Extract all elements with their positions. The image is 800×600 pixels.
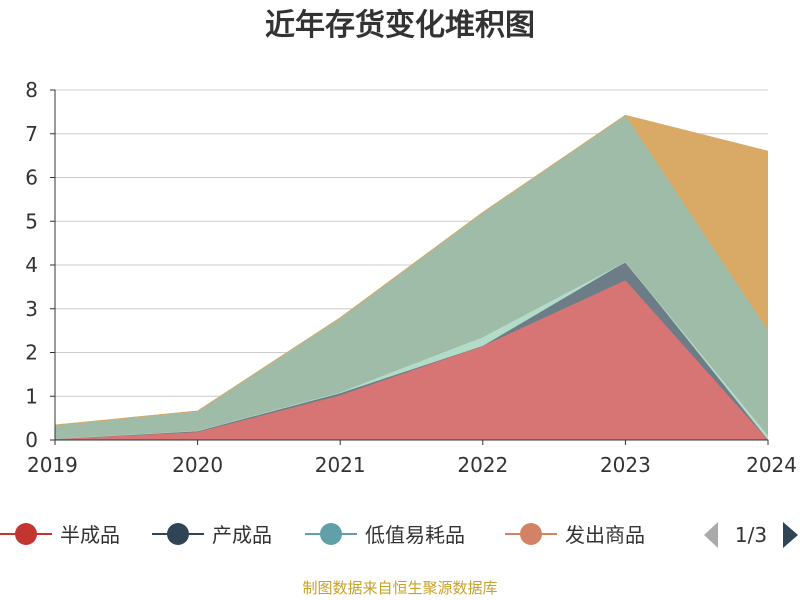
- y-tick-label: 3: [25, 297, 38, 321]
- legend-item[interactable]: 产成品: [152, 523, 272, 547]
- x-tick-label: 2022: [457, 453, 508, 477]
- legend-pager: 1/3: [704, 522, 798, 548]
- y-tick-label: 8: [25, 78, 38, 102]
- area-series-group: [54, 114, 769, 441]
- axes: [50, 89, 769, 445]
- legend-circle-marker: [15, 523, 37, 545]
- data-source-note: 制图数据来自恒生聚源数据库: [302, 579, 498, 597]
- x-tick-labels: 2019 2020 2021 2022 2023 2024: [27, 453, 797, 477]
- legend-circle-marker: [520, 523, 542, 545]
- y-tick-label: 7: [25, 122, 38, 146]
- legend-label: 产成品: [212, 523, 272, 547]
- x-tick-label: 2023: [600, 453, 651, 477]
- legend-item[interactable]: 半成品: [0, 523, 120, 547]
- y-tick-label: 0: [25, 428, 38, 452]
- x-tick-label: 2021: [315, 453, 366, 477]
- area-series-5: [55, 115, 768, 426]
- chart-title: 近年存货变化堆积图: [265, 8, 535, 43]
- area-series-4: [55, 115, 768, 439]
- y-tick-label: 2: [25, 341, 38, 365]
- y-tick-labels: 0 1 2 3 4 5 6 7 8: [25, 78, 38, 452]
- x-tick-label: 2019: [27, 453, 78, 477]
- legend-prev-arrow-icon[interactable]: [704, 522, 718, 548]
- y-tick-label: 6: [25, 166, 38, 190]
- y-tick-label: 4: [25, 253, 38, 277]
- legend-label: 低值易耗品: [365, 523, 465, 547]
- area-series-1: [55, 280, 768, 440]
- legend-page-indicator: 1/3: [735, 523, 767, 547]
- legend-item[interactable]: 发出商品: [505, 523, 645, 547]
- legend: 半成品 产成品 低值易耗品 发出商品: [0, 523, 645, 547]
- legend-item[interactable]: 低值易耗品: [305, 523, 465, 547]
- x-tick-label: 2024: [746, 453, 797, 477]
- legend-circle-marker: [320, 523, 342, 545]
- legend-next-arrow-icon[interactable]: [783, 522, 798, 548]
- legend-circle-marker: [167, 523, 189, 545]
- area-series-line-3: [54, 261, 769, 440]
- legend-label: 发出商品: [565, 523, 645, 547]
- y-tick-label: 5: [25, 209, 38, 233]
- y-tick-label: 1: [25, 384, 38, 408]
- area-series-line-5: [54, 114, 769, 426]
- x-tick-label: 2020: [172, 453, 223, 477]
- legend-label: 半成品: [60, 523, 120, 547]
